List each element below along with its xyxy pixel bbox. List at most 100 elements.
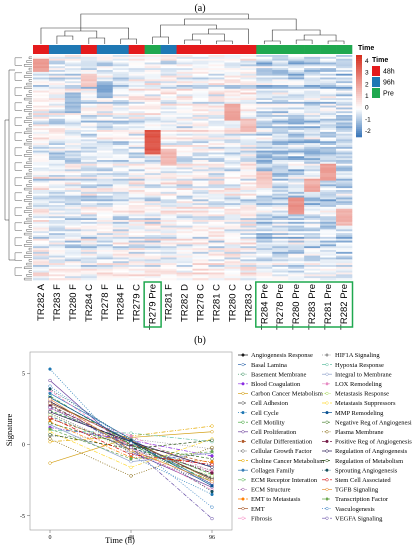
heatmap-cell [304,160,321,163]
series-point [48,397,52,401]
heatmap-cell [304,240,321,243]
heatmap-cell [128,212,145,215]
heatmap-cell [272,124,289,127]
color-scale-tick: 3 [365,70,369,77]
heatmap-cell [224,86,241,90]
heatmap-cell [272,270,289,273]
heatmap-cell [256,75,273,78]
heatmap-cell [224,56,241,60]
legend-label: ECM Structure [251,487,291,494]
heatmap-cell [48,263,66,266]
heatmap-cell [128,156,145,159]
color-scale-tick: -2 [365,128,371,135]
heatmap-cell [224,240,241,243]
series-point [210,445,214,450]
heatmap-cell [160,184,177,187]
heatmap-cell [304,278,321,281]
heatmap-cell [224,266,241,270]
heatmap-cell [208,221,225,225]
heatmap-cell [160,253,177,256]
heatmap-cell [96,83,114,86]
heatmap-cell [144,195,161,198]
heatmap-cell [224,276,241,279]
heatmap-cell [96,195,114,198]
heatmap-cell [240,154,257,157]
heatmap-cell [208,208,225,211]
heatmap-cell [33,265,50,268]
heatmap-cell [33,145,50,148]
heatmap-cell [208,111,225,114]
heatmap-cell [240,62,257,65]
heatmap-cell [80,259,98,262]
heatmap-cell [48,278,66,281]
heatmap-cell [96,182,114,185]
heatmap-cell [64,261,82,264]
heatmap-cell [176,81,193,84]
heatmap-cell [128,276,145,279]
heatmap-cell [208,131,225,135]
heatmap-cell [208,161,225,165]
heatmap-cell [304,259,321,262]
heatmap-cell [192,221,209,225]
heatmap-cell [48,116,66,120]
heatmap-cell [112,156,129,159]
heatmap-cell [48,100,66,103]
heatmap-cell [256,175,273,178]
heatmap-cell [320,255,337,258]
heatmap-cell [224,154,241,157]
heatmap-cell [80,188,98,191]
heatmap-cell [128,235,145,238]
heatmap-cell [304,128,321,131]
heatmap-cell [48,55,66,58]
heatmap-cell [64,186,82,189]
color-scale-step [356,130,362,134]
heatmap-cell [64,191,82,195]
heatmap-cell [208,55,225,58]
heatmap-cell [304,113,321,116]
heatmap-cell [224,58,241,61]
dendrogram-link [24,64,32,67]
heatmap-cell [48,145,66,148]
heatmap-cell [192,248,209,251]
heatmap-cell [288,246,305,249]
heatmap-cell [160,124,177,127]
heatmap-cell [33,182,50,185]
heatmap-cell [208,199,225,202]
heatmap-cell [33,58,50,61]
color-scale-step [356,89,362,93]
heatmap-cell [288,94,305,97]
heatmap-cell [320,268,337,271]
heatmap-cell [144,86,161,90]
heatmap-cell [304,216,321,219]
legend-label: Cell Proliferation [251,429,297,436]
legend-label: Regulation of Metabolism [335,458,403,465]
heatmap-cell [320,122,337,125]
heatmap-cell [336,70,353,73]
heatmap-cell [80,161,98,165]
heatmap-cell [304,195,321,198]
heatmap-cell [240,231,257,234]
heatmap-cell [192,81,209,84]
heatmap-cell [144,143,161,146]
heatmap-cell [224,141,241,144]
heatmap-cell [64,180,82,183]
legend-label: Cell Cycle [251,410,279,417]
heatmap-cell [304,146,321,150]
heatmap-cell [208,169,225,172]
heatmap-cell [112,176,129,180]
heatmap-cell [256,265,273,268]
heatmap-cell [144,235,161,238]
heatmap-cell [240,118,257,121]
heatmap-cell [272,235,289,238]
heatmap-cell [304,225,321,228]
dendrogram-link [120,38,137,44]
heatmap-cell [96,158,114,161]
heatmap-cell [160,216,177,219]
heatmap-cell [33,146,50,150]
heatmap-cell [256,154,273,157]
heatmap-cell [304,73,321,76]
heatmap-cell [176,268,193,271]
heatmap-cell [176,225,193,228]
heatmap-cell [48,128,66,131]
heatmap-cell [240,229,257,232]
